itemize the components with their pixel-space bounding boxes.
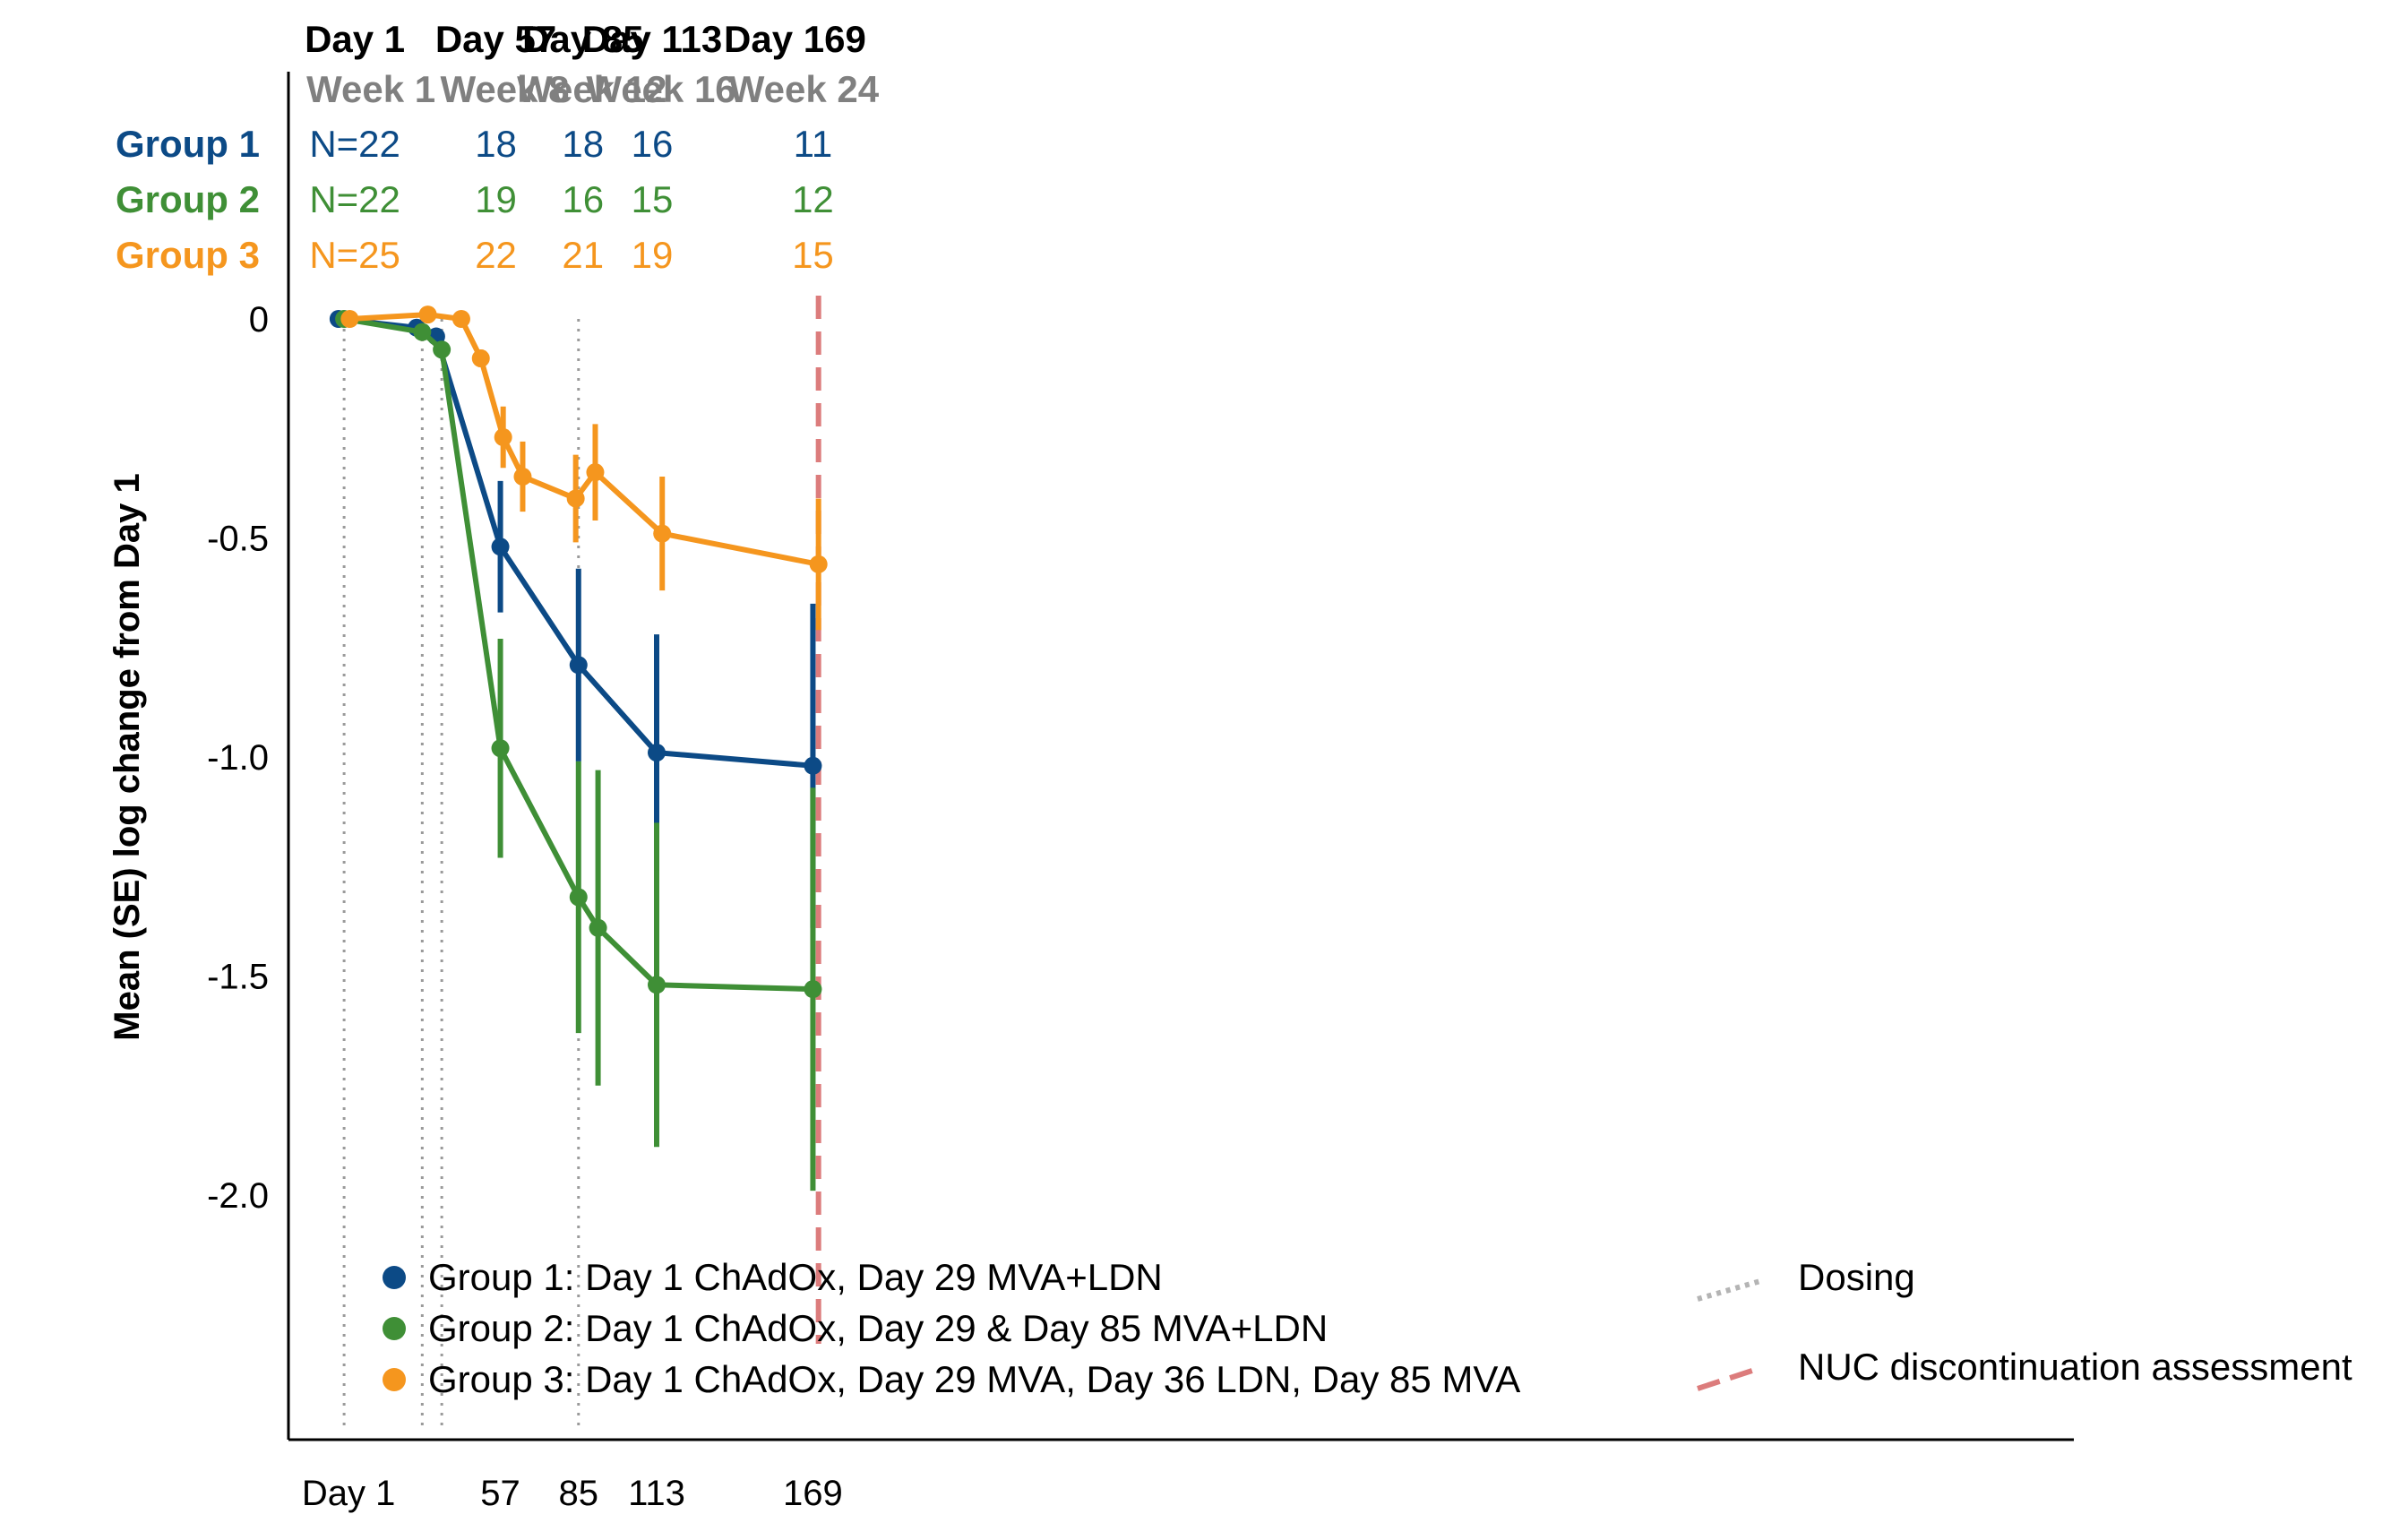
data-point — [491, 538, 510, 556]
data-point — [569, 656, 588, 675]
legend-nuc-swatch — [1697, 1365, 1761, 1391]
legend-marker — [383, 1368, 406, 1391]
legend-marker — [383, 1266, 406, 1289]
y-axis-label: Mean (SE) log change from Day 1 — [108, 473, 147, 1040]
x-tick-label: 113 — [628, 1474, 685, 1513]
group-n-count: 18 — [562, 123, 604, 165]
header-day-label: Day 1 — [305, 18, 405, 60]
group-row-label: Group 1 — [116, 123, 260, 165]
group-row-label: Group 2 — [116, 178, 260, 220]
data-point — [566, 489, 585, 508]
header-week-label: Week 16 — [586, 68, 735, 110]
y-tick-label: -1.0 — [207, 738, 269, 778]
series-layer — [329, 305, 828, 1192]
legend-item-label: Group 1: Day 1 ChAdOx, Day 29 MVA+LDN — [428, 1256, 1163, 1298]
x-tick-label: 57 — [480, 1474, 520, 1513]
group-n-count: 15 — [632, 178, 674, 220]
data-point — [569, 888, 588, 907]
legend-marker — [383, 1317, 406, 1340]
x-tick-label: 169 — [783, 1474, 843, 1513]
group-n-count: 12 — [792, 178, 834, 220]
series-group — [335, 310, 822, 1192]
data-point — [433, 340, 452, 359]
group-n-count: 18 — [475, 123, 517, 165]
data-point — [589, 918, 607, 937]
x-tick-label: Day 1 — [302, 1474, 396, 1513]
header-week-label: Week 8 — [441, 68, 570, 110]
y-tick-label: -0.5 — [207, 520, 269, 559]
header-day-label: Day 57 — [435, 18, 556, 60]
data-point — [647, 976, 666, 994]
axes: 0 -0.5 -1.0 -1.5 -2.0 Day 1 57 85 113 169 Mean (SE… — [108, 72, 2074, 1513]
series-group — [340, 305, 828, 631]
data-point — [413, 323, 432, 341]
header-week-label: Week 1 — [306, 68, 435, 110]
data-point — [809, 555, 828, 573]
header-day-label: Day 85 — [522, 18, 643, 60]
data-point — [340, 310, 359, 328]
data-point — [804, 756, 822, 775]
group-n-count: N=25 — [309, 234, 400, 276]
legend: Group 1: Day 1 ChAdOx, Day 29 MVA+LDN Gro… — [383, 1256, 2352, 1400]
legend-dosing-label: Dosing — [1798, 1256, 1915, 1298]
legend-item-label: Group 3: Day 1 ChAdOx, Day 29 MVA, Day 3… — [428, 1358, 1520, 1400]
group-n-count: 15 — [792, 234, 834, 276]
y-tick-label: -1.5 — [207, 958, 269, 997]
data-point — [494, 428, 512, 447]
legend-dosing-swatch — [1697, 1278, 1761, 1302]
header-week-label: Week 24 — [729, 68, 880, 110]
data-point — [513, 468, 532, 486]
legend-item-label: Group 2: Day 1 ChAdOx, Day 29 & Day 85 M… — [428, 1307, 1328, 1349]
header-week-label: Week 12 — [517, 68, 666, 110]
group-n-count: 16 — [632, 123, 674, 165]
data-point — [491, 739, 510, 758]
header-day-label: Day 169 — [724, 18, 866, 60]
data-point — [418, 305, 437, 324]
group-row-label: Group 3 — [116, 234, 260, 276]
group-n-count: N=22 — [309, 178, 400, 220]
group-n-count: N=22 — [309, 123, 400, 165]
header-day-label: Day 113 — [582, 18, 722, 60]
group-n-count: 22 — [475, 234, 517, 276]
group-n-count: 11 — [794, 123, 833, 165]
data-point — [452, 310, 470, 328]
data-point — [647, 744, 666, 762]
data-point — [804, 980, 822, 999]
legend-nuc-label: NUC discontinuation assessment — [1798, 1346, 2352, 1388]
series-group — [329, 310, 822, 928]
data-point — [653, 524, 672, 543]
data-point — [471, 349, 490, 368]
group-n-count: 21 — [562, 234, 604, 276]
x-tick-label: 85 — [559, 1474, 599, 1513]
y-tick-label: -2.0 — [207, 1176, 269, 1216]
group-n-count: 19 — [632, 234, 674, 276]
group-n-count: 19 — [475, 178, 517, 220]
group-n-count: 16 — [562, 178, 604, 220]
y-tick-label: 0 — [249, 300, 269, 340]
data-point — [586, 463, 605, 482]
series-line — [349, 312, 820, 567]
